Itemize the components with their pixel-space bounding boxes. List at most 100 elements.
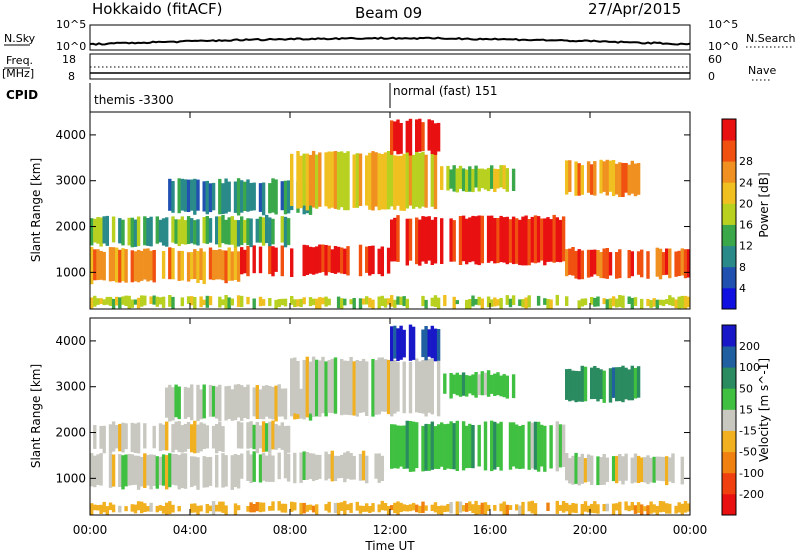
velocity-echo-cell	[174, 421, 178, 450]
velocity-echo-cell	[533, 421, 538, 470]
velocity-echo-cell	[408, 361, 413, 414]
velocity-echo-cell	[518, 505, 522, 515]
velocity-echo-cell	[605, 503, 609, 512]
power-echo-cell	[440, 218, 444, 264]
velocity-echo-cell	[580, 504, 584, 515]
velocity-echo-cell	[118, 423, 122, 452]
velocity-echo-cell	[649, 501, 653, 514]
power-echo-cell	[452, 296, 456, 309]
power-echo-cell	[505, 168, 509, 192]
nsearch-bottom-tick: 10^0	[708, 40, 738, 53]
power-echo-cell	[411, 154, 416, 209]
velocity-echo-cell	[468, 423, 472, 468]
velocity-echo-cell	[252, 504, 256, 513]
velocity-echo-cell	[346, 360, 350, 415]
velocity-echo-cell	[133, 504, 138, 514]
velocity-echo-cell	[261, 421, 266, 453]
power-echo-cell	[290, 153, 294, 206]
power-echo-cell	[646, 298, 650, 307]
velocity-echo-cell	[99, 425, 103, 449]
power-echo-cell	[602, 248, 606, 279]
velocity-echo-cell	[652, 504, 656, 513]
power-echo-cell	[496, 169, 500, 189]
velocity-echo-cell	[146, 454, 150, 486]
power-echo-cell	[377, 296, 381, 309]
time-tick-label: 20:00	[573, 523, 608, 537]
time-tick-label: 00:00	[673, 523, 708, 537]
power-echo-cell	[224, 295, 228, 309]
velocity-echo-cell	[327, 360, 331, 413]
velocity-echo-cell	[140, 501, 144, 514]
velocity-echo-cell	[396, 328, 400, 361]
power-echo-cell	[174, 219, 178, 244]
velocity-echo-cell	[271, 386, 275, 420]
velocity-echo-cell	[121, 422, 125, 453]
velocity-echo-cell	[211, 425, 216, 449]
velocity-echo-cell	[446, 504, 450, 512]
power-echo-cell	[474, 299, 478, 305]
velocity-colorbar-tick: -200	[739, 488, 764, 501]
power-echo-cell	[286, 180, 291, 214]
power-echo-cell	[518, 299, 522, 306]
power-echo-cell	[90, 247, 94, 285]
power-echo-cell	[565, 249, 569, 277]
power-echo-cell	[155, 296, 159, 307]
velocity-echo-cell	[440, 505, 444, 515]
velocity-echo-cell	[171, 504, 175, 513]
power-echo-cell	[96, 298, 100, 305]
power-colorbar-tick: 16	[739, 219, 753, 232]
velocity-echo-cell	[221, 453, 225, 488]
velocity-echo-cell	[324, 361, 328, 417]
velocity-echo-cell	[452, 374, 456, 394]
velocity-echo-cell	[383, 359, 388, 412]
velocity-echo-cell	[368, 506, 372, 513]
velocity-colorbar-segment	[722, 493, 736, 516]
power-echo-cell	[318, 244, 322, 273]
power-echo-cell	[383, 152, 388, 210]
velocity-echo-cell	[415, 358, 419, 413]
velocity-echo-cell	[408, 504, 413, 512]
nsearch-top-tick: 10^5	[708, 18, 738, 31]
velocity-echo-cell	[186, 387, 191, 418]
velocity-echo-cell	[236, 421, 241, 449]
station-title: Hokkaido (fitACF)	[92, 0, 223, 18]
power-echo-cell	[377, 153, 381, 211]
power-echo-cell	[286, 218, 291, 246]
velocity-echo-cell	[105, 506, 109, 515]
power-echo-cell	[146, 248, 150, 282]
velocity-echo-cell	[377, 453, 381, 483]
velocity-echo-cell	[268, 385, 272, 419]
power-echo-cell	[358, 244, 363, 277]
power-echo-cell	[565, 160, 569, 195]
velocity-echo-cell	[299, 502, 303, 515]
power-echo-cell	[449, 218, 453, 262]
power-colorbar-frame	[721, 118, 737, 310]
power-echo-cell	[133, 251, 138, 282]
velocity-echo-cell	[202, 456, 206, 488]
power-echo-cell	[511, 168, 516, 191]
power-echo-cell	[371, 151, 375, 211]
velocity-echo-cell	[593, 501, 597, 514]
power-colorbar-segment	[722, 287, 736, 310]
velocity-echo-cell	[543, 425, 547, 472]
power-echo-cell	[318, 152, 322, 207]
velocity-echo-cell	[611, 503, 616, 515]
velocity-echo-cell	[271, 455, 275, 482]
velocity-echo-cell	[183, 423, 188, 452]
velocity-echo-cell	[618, 367, 622, 402]
velocity-echo-cell	[249, 454, 253, 483]
velocity-echo-cell	[430, 504, 434, 511]
velocity-echo-cell	[165, 387, 169, 418]
velocity-echo-cell	[380, 357, 384, 412]
velocity-ytick-label: 3000	[55, 380, 86, 394]
power-echo-cell	[424, 299, 428, 309]
velocity-echo-cell	[311, 356, 316, 417]
power-echo-cell	[121, 219, 125, 246]
velocity-echo-cell	[136, 501, 141, 511]
power-echo-cell	[399, 155, 403, 211]
power-echo-cell	[405, 298, 409, 309]
velocity-echo-cell	[427, 358, 431, 413]
power-echo-cell	[140, 295, 144, 307]
velocity-echo-cell	[174, 384, 178, 418]
velocity-echo-cell	[93, 455, 97, 488]
